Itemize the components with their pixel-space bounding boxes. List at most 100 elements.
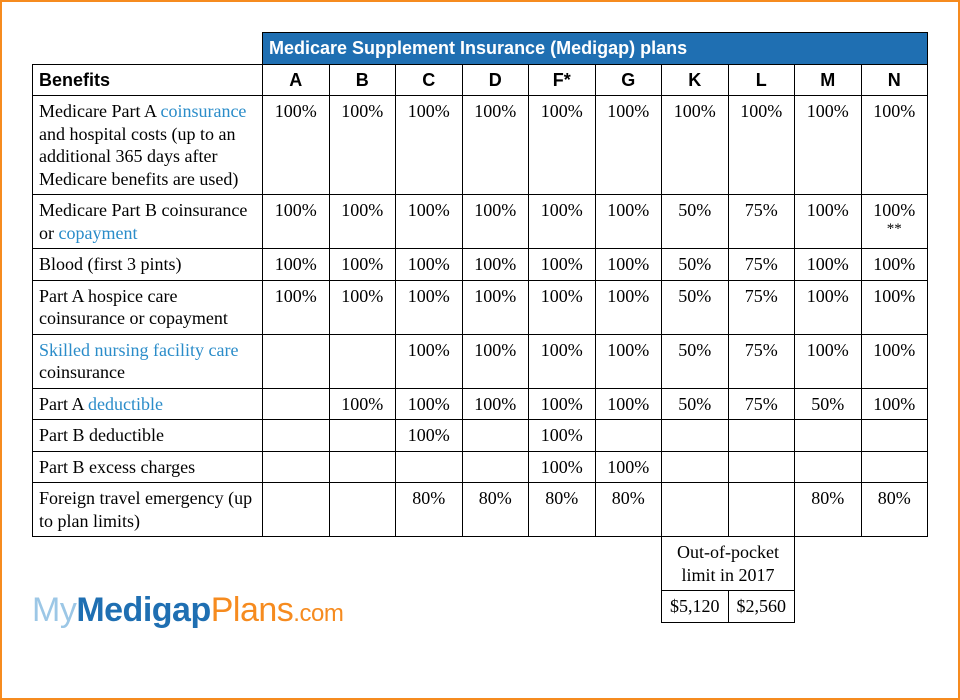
plan-header-N: N <box>861 64 928 96</box>
benefit-text: Medicare Part A <box>39 101 160 121</box>
plan-header-L: L <box>728 64 795 96</box>
cell-text: 100% <box>541 394 583 414</box>
cell-value: 100% ** <box>861 195 928 249</box>
cell-text: 100% <box>474 340 516 360</box>
cell-value: 100% <box>529 334 596 388</box>
cell-value: 100% <box>795 280 862 334</box>
cell-value: 100% <box>329 96 396 195</box>
cell-value: 100% <box>861 96 928 195</box>
plan-header-A: A <box>263 64 330 96</box>
cell-value: 100% <box>595 280 662 334</box>
cell-value: 75% <box>728 280 795 334</box>
benefit-link-text[interactable]: copayment <box>59 223 138 243</box>
cell-text: 100% <box>674 101 716 121</box>
cell-text: 100% <box>275 101 317 121</box>
cell-text: 100% <box>341 200 383 220</box>
cell-value: 100% <box>396 388 463 420</box>
banner: Medicare Supplement Insurance (Medigap) … <box>263 33 928 65</box>
cell-value: 100% <box>462 334 529 388</box>
plan-header-Fstar: F* <box>529 64 596 96</box>
cell-value <box>728 483 795 537</box>
cell-value: 100% <box>662 96 729 195</box>
cell-value: 100% <box>595 195 662 249</box>
banner-spacer <box>33 33 263 65</box>
cell-text: 100% <box>873 340 915 360</box>
cell-value: 75% <box>728 334 795 388</box>
benefit-label: Blood (first 3 pints) <box>33 249 263 281</box>
cell-text: 100% <box>408 200 450 220</box>
cell-value: 50% <box>662 249 729 281</box>
benefit-text: coinsurance <box>39 362 125 382</box>
cell-value: 80% <box>529 483 596 537</box>
cell-value: 100% <box>529 96 596 195</box>
cell-value: 100% <box>396 195 463 249</box>
cell-text: 100% <box>275 286 317 306</box>
cell-text: 50% <box>678 286 711 306</box>
cell-text: 50% <box>678 254 711 274</box>
cell-value: 100% <box>263 280 330 334</box>
cell-text: 100% <box>541 101 583 121</box>
benefit-label: Part B excess charges <box>33 451 263 483</box>
cell-text: 80% <box>412 488 445 508</box>
cell-text: 100% <box>341 101 383 121</box>
oop-label: Out-of-pocket limit in 2017 <box>662 537 795 591</box>
cell-text: 100% <box>408 340 450 360</box>
cell-value <box>263 420 330 452</box>
cell-value: 100% <box>462 249 529 281</box>
cell-text: 100% <box>873 200 915 220</box>
cell-value: 100% <box>795 334 862 388</box>
cell-value: 50% <box>795 388 862 420</box>
benefit-text: Part B excess charges <box>39 457 195 477</box>
cell-text: 100% <box>740 101 782 121</box>
cell-value: 100% <box>728 96 795 195</box>
cell-value: 75% <box>728 195 795 249</box>
cell-value: 100% <box>595 249 662 281</box>
cell-text: 100% <box>541 457 583 477</box>
cell-text: 80% <box>878 488 911 508</box>
cell-value: 100% <box>462 388 529 420</box>
benefit-link-text[interactable]: deductible <box>88 394 163 414</box>
benefit-link-text[interactable]: Skilled nursing facility care <box>39 340 238 360</box>
benefit-text: Part A <box>39 394 88 414</box>
cell-value <box>263 334 330 388</box>
cell-value <box>263 451 330 483</box>
cell-value <box>396 451 463 483</box>
cell-value: 100% <box>462 280 529 334</box>
benefit-label: Medicare Part B coinsurance or copayment <box>33 195 263 249</box>
benefit-link-text[interactable]: coinsurance <box>160 101 246 121</box>
cell-text: 100% <box>807 286 849 306</box>
cell-value <box>329 483 396 537</box>
logo-plans: Plans <box>211 591 294 629</box>
cell-value: 100% <box>795 249 862 281</box>
cell-value: 100% <box>861 280 928 334</box>
logo-dotcom: .com <box>293 600 343 627</box>
cell-value <box>462 420 529 452</box>
cell-value: 100% <box>529 451 596 483</box>
cell-value <box>795 420 862 452</box>
cell-text: 100% <box>474 200 516 220</box>
cell-text: 100% <box>408 254 450 274</box>
cell-text: 100% <box>607 254 649 274</box>
medigap-table-card: Medicare Supplement Insurance (Medigap) … <box>0 0 960 700</box>
benefit-text: Part A hospice care coinsurance or copay… <box>39 286 228 329</box>
cell-note: ** <box>868 222 922 237</box>
table-row: Part B deductible100%100% <box>33 420 928 452</box>
oop-value-k: $5,120 <box>662 591 729 623</box>
cell-text: 75% <box>745 200 778 220</box>
cell-value: 100% <box>795 195 862 249</box>
cell-value: 100% <box>529 195 596 249</box>
cell-text: 100% <box>408 286 450 306</box>
cell-value <box>728 420 795 452</box>
cell-text: 75% <box>745 286 778 306</box>
cell-value: 50% <box>662 195 729 249</box>
cell-value <box>329 420 396 452</box>
cell-value: 100% <box>396 420 463 452</box>
table-row: Medicare Part B coinsurance or copayment… <box>33 195 928 249</box>
cell-value <box>728 451 795 483</box>
cell-text: 100% <box>541 254 583 274</box>
cell-value <box>861 420 928 452</box>
cell-value: 100% <box>462 195 529 249</box>
oop-label-row: Out-of-pocket limit in 2017 <box>33 537 928 591</box>
cell-value: 75% <box>728 249 795 281</box>
cell-value <box>329 451 396 483</box>
